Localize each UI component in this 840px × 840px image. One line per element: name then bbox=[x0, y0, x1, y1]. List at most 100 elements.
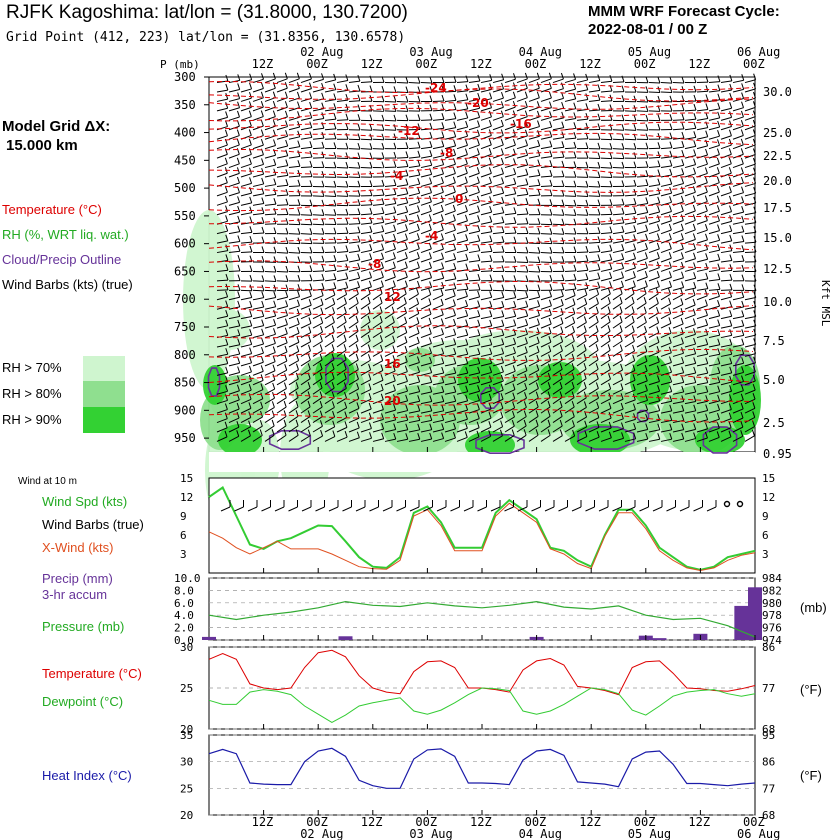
wind-barb-flag bbox=[379, 315, 383, 323]
wind-barb-flag bbox=[633, 243, 637, 250]
wind-barb-flag bbox=[644, 345, 648, 352]
wind-barb-flag bbox=[356, 382, 360, 390]
wind-barb-flag bbox=[381, 432, 385, 439]
wind-barb-flag bbox=[717, 120, 721, 128]
wind-barb-flag bbox=[584, 307, 588, 314]
wind-barb bbox=[360, 258, 372, 263]
wind-barb bbox=[444, 136, 456, 140]
wind-barb bbox=[456, 191, 468, 197]
wind-barb-flag bbox=[631, 296, 635, 304]
wind-barb bbox=[300, 368, 311, 376]
wind-barb-flag bbox=[669, 114, 673, 121]
wind-barb-flag bbox=[489, 319, 493, 327]
wind-barb bbox=[408, 183, 420, 187]
wind-barb-flag bbox=[357, 75, 361, 82]
wind-barb-flag bbox=[319, 420, 323, 427]
wind-barb bbox=[444, 127, 456, 131]
wind-barb-flag bbox=[643, 306, 647, 313]
wind-barb bbox=[288, 136, 300, 140]
wind-barb-flag bbox=[489, 254, 493, 262]
wind-barb-flag bbox=[249, 310, 253, 317]
wind-barb-flag bbox=[225, 348, 229, 355]
wind-barb bbox=[276, 351, 288, 357]
wind-barb bbox=[312, 340, 323, 348]
wind-barb bbox=[660, 201, 672, 206]
wind-barb bbox=[240, 153, 252, 159]
wind-barb-flag bbox=[609, 161, 613, 169]
wind-barb-flag bbox=[631, 325, 635, 332]
wind-barb-flag bbox=[379, 296, 383, 304]
height-tick-label: 5.0 bbox=[763, 373, 785, 387]
wind-barb-flag bbox=[669, 404, 673, 412]
wind-barb-flag bbox=[249, 291, 253, 298]
wind-barb-flag bbox=[273, 217, 277, 224]
wind-barb-flag bbox=[547, 419, 551, 426]
wind-barb bbox=[552, 136, 564, 140]
wind-barb bbox=[228, 334, 240, 339]
wind-barb-flag bbox=[547, 429, 551, 436]
wind-barb-flag bbox=[405, 394, 409, 402]
wind-barb bbox=[600, 90, 613, 93]
wind-barb-flag bbox=[392, 243, 396, 250]
height-tick-label: 10.0 bbox=[763, 295, 792, 309]
wind-barb-flag bbox=[428, 233, 432, 240]
wind-barb-flag bbox=[405, 224, 408, 231]
wind-barb-flag bbox=[537, 208, 541, 215]
wind-barb bbox=[300, 146, 312, 150]
wind-barb-flag bbox=[309, 92, 313, 99]
wind-barb-flag bbox=[343, 372, 347, 379]
wind-barb-flag bbox=[225, 93, 229, 100]
wind-barb bbox=[240, 163, 252, 169]
wind-barb-flag bbox=[393, 224, 397, 231]
wind-barb bbox=[648, 193, 660, 197]
wind-barb bbox=[540, 87, 552, 93]
wind-barb-flag bbox=[297, 246, 301, 254]
wind-barb bbox=[276, 174, 288, 178]
wind-barb-flag bbox=[741, 196, 745, 203]
wind-barb-flag bbox=[237, 274, 241, 281]
wind-barb bbox=[504, 325, 516, 329]
wind-barb-flag bbox=[429, 122, 433, 130]
wind-barb-flag bbox=[405, 187, 409, 194]
wind-barb bbox=[336, 99, 348, 102]
wind-barb-flag bbox=[429, 347, 433, 354]
wind-barb bbox=[456, 117, 468, 121]
wind-barb-flag bbox=[717, 403, 721, 411]
wind-barb bbox=[708, 81, 721, 84]
wind-barb-flag bbox=[669, 395, 673, 402]
wind-barb-flag bbox=[428, 214, 432, 221]
wind-barb-flag bbox=[741, 357, 745, 364]
wind-barb-flag bbox=[477, 329, 481, 336]
wind-barb bbox=[300, 136, 312, 140]
wind-barb bbox=[348, 268, 360, 272]
wind-barb bbox=[636, 100, 649, 103]
wind-barb bbox=[324, 260, 337, 263]
wind-barb-flag bbox=[717, 224, 721, 231]
wind-barb-flag bbox=[680, 195, 684, 203]
wind-barb-flag bbox=[465, 253, 469, 261]
wind-barb-flag bbox=[705, 130, 709, 137]
wind-barb bbox=[432, 410, 444, 414]
wind-barb-flag bbox=[705, 112, 709, 119]
wind-barb bbox=[408, 322, 420, 329]
wind-barb-flag bbox=[752, 148, 756, 155]
wind-barb bbox=[564, 214, 577, 216]
wind-barb-flag bbox=[559, 429, 563, 436]
wind-barb bbox=[720, 372, 732, 376]
wind-barb bbox=[648, 239, 660, 244]
wind-barb-flag bbox=[716, 431, 720, 438]
temp-contour-line bbox=[208, 164, 754, 178]
wind-barb-flag bbox=[643, 296, 647, 304]
wind-barb-flag bbox=[465, 214, 468, 222]
wind-barb-flag bbox=[237, 245, 241, 252]
wind-barb-flag bbox=[393, 413, 397, 421]
wind-barb bbox=[444, 210, 456, 216]
wind-barb-flag bbox=[535, 391, 539, 398]
wind-barb bbox=[408, 419, 420, 424]
wind-barb-flag bbox=[645, 197, 649, 204]
wind-barb bbox=[528, 116, 540, 121]
wind-barb-flag bbox=[717, 319, 721, 326]
wind-barb bbox=[300, 416, 311, 423]
wind-barb bbox=[420, 294, 431, 301]
wind-barb-flag bbox=[656, 280, 660, 287]
